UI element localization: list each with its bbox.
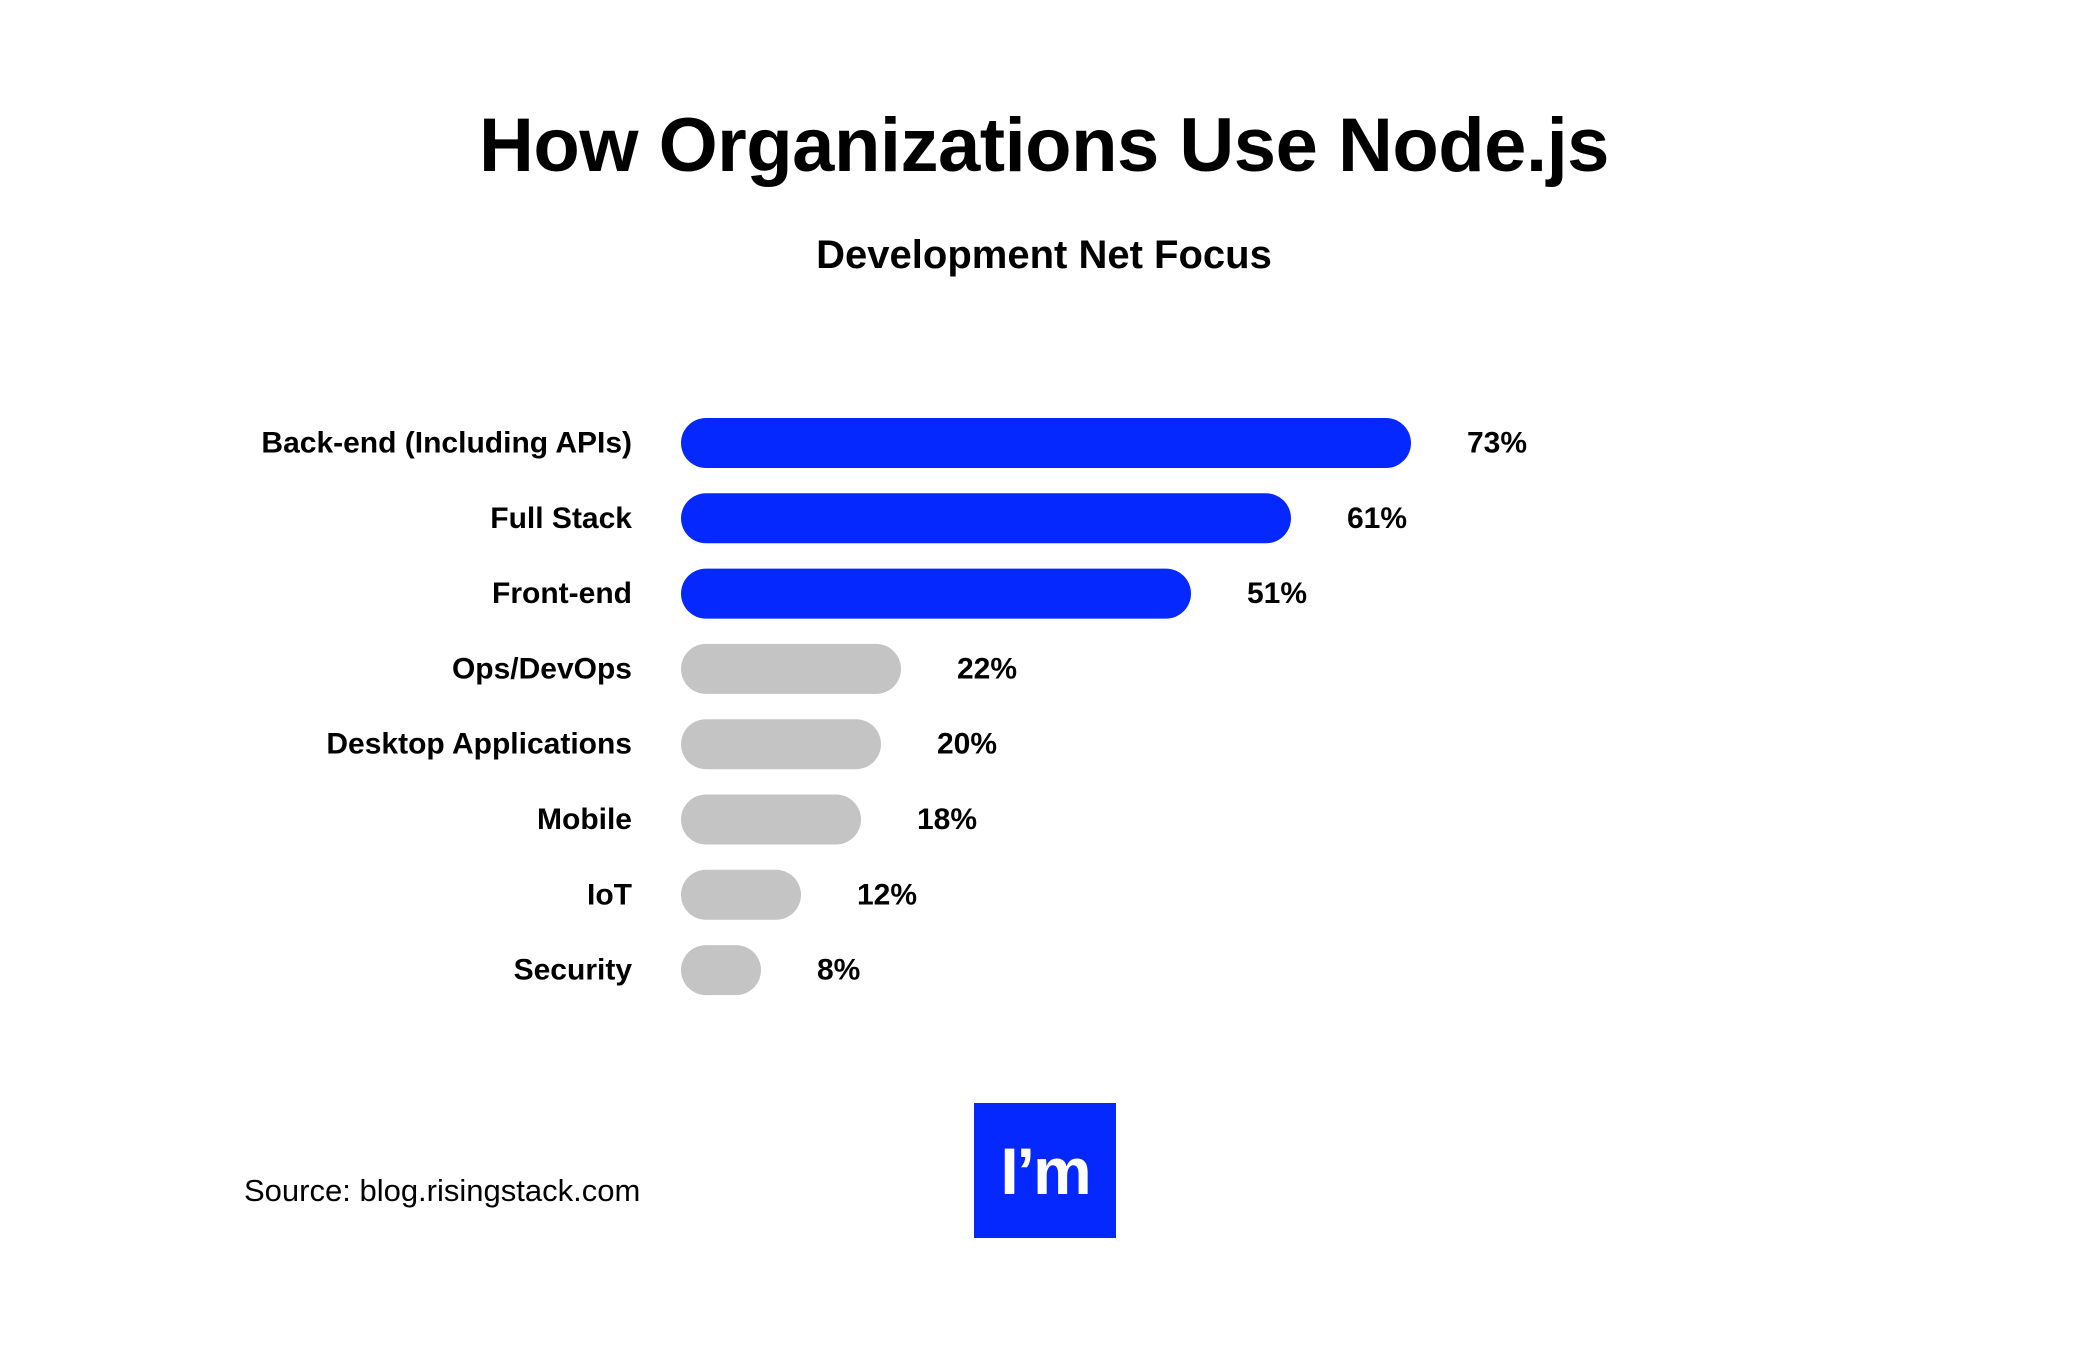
bar [681, 568, 1191, 619]
bar [681, 493, 1291, 544]
bar [681, 719, 881, 770]
bar [681, 643, 901, 694]
source-note: Source: blog.risingstack.com [244, 1173, 641, 1208]
bar [681, 418, 1411, 468]
category-label: Front-end [492, 577, 632, 610]
category-label: Ops/DevOps [452, 652, 632, 685]
bar [681, 945, 761, 996]
value-label: 73% [1467, 427, 1527, 460]
category-label: Mobile [537, 803, 632, 836]
chart-subtitle: Development Net Focus [816, 233, 1272, 277]
category-label: Full Stack [490, 502, 632, 535]
category-label: IoT [587, 878, 632, 911]
category-label: Desktop Applications [326, 728, 632, 761]
value-label: 12% [857, 878, 917, 911]
category-label: Back-end (Including APIs) [261, 427, 632, 460]
category-label: Security [514, 954, 633, 987]
value-label: 20% [937, 728, 997, 761]
value-label: 61% [1347, 502, 1407, 535]
bar [681, 794, 861, 845]
bar-chart: Back-end (Including APIs) 73% Full Stack 61… [261, 418, 1527, 996]
value-label: 8% [817, 954, 860, 987]
chart-title: How Organizations Use Node.js [479, 103, 1609, 188]
brand-logo: I’m [974, 1103, 1116, 1238]
bar [681, 869, 801, 920]
value-label: 18% [917, 803, 977, 836]
value-label: 51% [1247, 577, 1307, 610]
value-label: 22% [957, 652, 1017, 685]
logo-text: I’m [1000, 1133, 1091, 1208]
